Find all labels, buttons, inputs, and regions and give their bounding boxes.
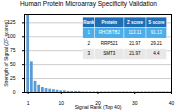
svg-text:21.97: 21.97 (129, 51, 141, 56)
svg-text:Protein: Protein (102, 20, 118, 25)
svg-text:Z score: Z score (127, 20, 144, 25)
svg-text:1: 1 (27, 100, 30, 106)
svg-text:Rank: Rank (83, 20, 95, 25)
svg-text:29.21: 29.21 (151, 41, 163, 46)
svg-text:21.97: 21.97 (129, 41, 141, 46)
svg-text:75: 75 (10, 47, 16, 53)
svg-text:25: 25 (10, 75, 16, 81)
svg-text:2: 2 (87, 41, 90, 46)
svg-text:S score: S score (148, 20, 165, 25)
svg-text:10: 10 (58, 100, 64, 106)
svg-text:100: 100 (7, 33, 16, 40)
svg-text:1: 1 (87, 30, 90, 35)
svg-text:Signal Rank (Top 40): Signal Rank (Top 40) (75, 104, 122, 110)
svg-text:50: 50 (10, 61, 16, 67)
svg-text:Strength of Signal (ZF scores): Strength of Signal (ZF scores) (3, 20, 9, 87)
svg-text:30: 30 (132, 100, 138, 106)
svg-text:3: 3 (87, 51, 90, 56)
svg-text:113.11: 113.11 (128, 30, 142, 35)
svg-text:91.13: 91.13 (151, 30, 163, 35)
svg-text:4.4: 4.4 (153, 51, 160, 56)
svg-text:RRP521: RRP521 (101, 41, 119, 46)
svg-text:0: 0 (13, 89, 16, 95)
svg-text:125: 125 (7, 19, 16, 26)
svg-text:40: 40 (169, 100, 175, 106)
svg-text:RHOBTB2: RHOBTB2 (99, 30, 121, 35)
svg-text:SMT3: SMT3 (103, 51, 115, 56)
html-text:Human Protein Microarray Speci: Human Protein Microarray Specificity Val… (20, 0, 157, 7)
